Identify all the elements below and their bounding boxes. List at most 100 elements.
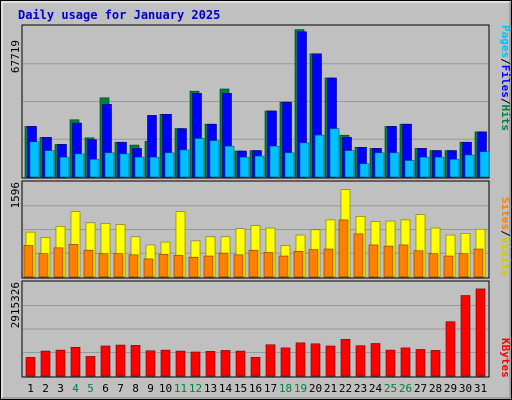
bar-pages-day-10 [164,152,175,178]
bar-pages-day-29 [449,159,460,178]
x-label-day-12: 12 [189,382,202,395]
x-label-day-15: 15 [234,382,247,395]
bar-sites-day-8 [128,254,139,278]
bar-sites-day-27 [413,250,424,278]
bar-sites-day-11 [173,255,184,278]
bar-kbytes-day-26 [400,347,411,377]
legend-kbytes: KBytes [499,338,512,378]
bar-sites-day-6 [98,253,109,278]
bar-kbytes-day-2 [40,350,51,377]
bar-kbytes-day-8 [130,345,141,377]
bar-kbytes-day-15 [235,350,246,377]
x-label-day-1: 1 [27,382,34,395]
bar-pages-day-1 [29,141,40,178]
bar-pages-day-31 [479,151,490,178]
bar-sites-day-17 [263,252,274,278]
x-label-day-17: 17 [264,382,277,395]
bar-sites-day-18 [278,255,289,278]
bar-pages-day-9 [149,156,160,178]
x-label-day-10: 10 [159,382,172,395]
bar-pages-day-18 [284,152,295,178]
bar-kbytes-day-17 [265,344,276,377]
x-label-day-23: 23 [354,382,367,395]
bar-sites-day-20 [308,249,319,278]
x-label-day-2: 2 [42,382,49,395]
bar-pages-day-16 [254,155,265,178]
bar-kbytes-day-1 [25,357,36,377]
legend-visits-sites: Sites/Visits [499,197,512,277]
bar-sites-day-28 [428,253,439,278]
legend-visits: Visits [499,237,512,277]
x-label-day-3: 3 [57,382,64,395]
bar-kbytes-day-21 [325,345,336,377]
legend-sites: Sites [499,197,512,230]
bar-kbytes-day-3 [55,349,66,377]
x-label-day-29: 29 [444,382,457,395]
bar-kbytes-day-30 [460,295,471,377]
bar-sites-day-25 [383,245,394,278]
bar-sites-day-24 [368,244,379,278]
x-label-day-30: 30 [459,382,472,395]
bar-pages-day-22 [344,150,355,178]
bar-pages-day-8 [134,156,145,178]
bar-pages-day-20 [314,134,325,178]
x-label-day-31: 31 [474,382,487,395]
bar-sites-day-26 [398,244,409,278]
legend-hits: Hits [499,105,512,132]
bar-kbytes-day-12 [190,351,201,377]
bar-pages-day-6 [104,152,115,178]
kbytes-max-label: 2915326 [9,282,22,328]
bar-kbytes-day-18 [280,347,291,377]
bar-kbytes-day-23 [355,345,366,377]
bar-pages-day-27 [419,156,430,178]
bar-sites-day-16 [248,249,259,278]
x-label-day-5: 5 [87,382,94,395]
x-label-day-21: 21 [324,382,337,395]
bar-pages-day-4 [74,153,85,178]
bar-kbytes-day-19 [295,342,306,377]
bar-pages-day-7 [119,153,130,178]
x-label-day-27: 27 [414,382,427,395]
legend-files: Files [499,65,512,98]
bar-pages-day-21 [329,128,340,178]
x-label-day-16: 16 [249,382,262,395]
bar-sites-day-31 [473,248,484,278]
legend-hits-files-pages: Pages/Files/Hits [499,25,512,131]
visits-max-label: 1596 [9,182,22,209]
bar-kbytes-day-25 [385,349,396,377]
bar-pages-day-13 [209,140,220,178]
bar-kbytes-day-29 [445,321,456,377]
bar-pages-day-19 [299,142,310,178]
bar-pages-day-24 [374,152,385,178]
hits-max-label: 67719 [9,40,22,73]
bar-sites-day-14 [218,252,229,278]
x-label-day-9: 9 [147,382,154,395]
x-label-day-26: 26 [399,382,412,395]
x-label-day-7: 7 [117,382,124,395]
bar-kbytes-day-5 [85,356,96,377]
x-label-day-18: 18 [279,382,292,395]
bar-kbytes-day-4 [70,346,81,377]
x-label-day-28: 28 [429,382,442,395]
bar-kbytes-day-31 [475,288,486,377]
bar-pages-day-12 [194,138,205,178]
bar-kbytes-day-7 [115,344,126,377]
bar-kbytes-day-13 [205,351,216,377]
x-label-day-11: 11 [174,382,187,395]
x-label-day-19: 19 [294,382,307,395]
bar-kbytes-day-9 [145,350,156,377]
bar-kbytes-day-16 [250,357,261,377]
bar-sites-day-1 [23,245,34,278]
bar-kbytes-day-10 [160,349,171,377]
legend-pages: Pages [499,25,512,58]
bar-pages-day-2 [44,150,55,178]
bar-pages-day-17 [269,145,280,178]
x-label-day-14: 14 [219,382,233,395]
chart-title: Daily usage for January 2025 [18,8,220,22]
bar-sites-day-15 [233,254,244,278]
x-label-day-6: 6 [102,382,109,395]
x-label-day-25: 25 [384,382,397,395]
bar-pages-day-25 [389,152,400,178]
bar-sites-day-19 [293,251,304,278]
